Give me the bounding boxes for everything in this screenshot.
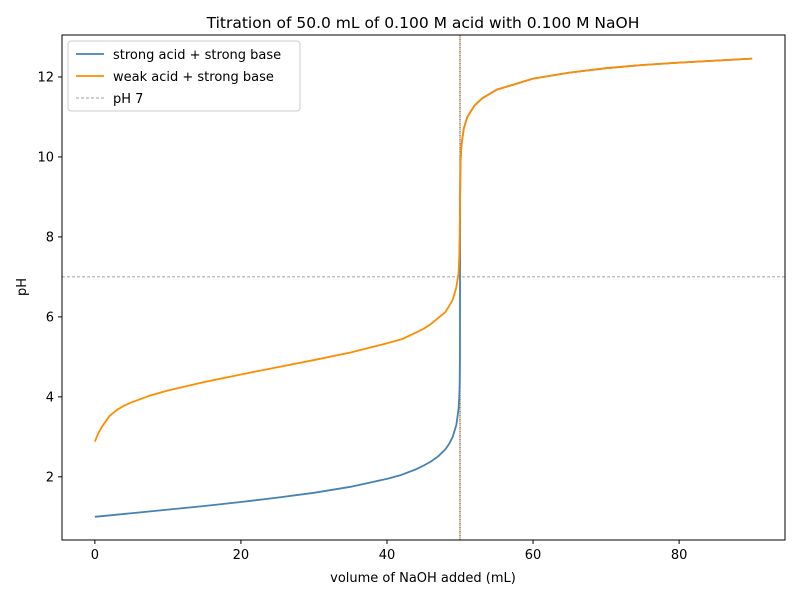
x-tick-label: 0 <box>91 548 99 563</box>
y-axis: 2 4 6 8 10 12 <box>37 70 62 485</box>
x-tick-label: 60 <box>525 548 542 563</box>
y-tick-label: 6 <box>46 310 54 325</box>
y-tick-label: 8 <box>46 230 54 245</box>
legend-label-strong: strong acid + strong base <box>113 48 281 63</box>
legend: strong acid + strong base weak acid + st… <box>67 40 301 112</box>
y-tick-label: 12 <box>37 70 54 85</box>
plot-frame <box>61 34 786 541</box>
legend-label-ph7: pH 7 <box>113 92 143 107</box>
legend-label-weak: weak acid + strong base <box>113 70 274 85</box>
y-axis-label: pH <box>15 278 30 296</box>
legend-box <box>67 40 301 112</box>
x-tick-label: 80 <box>671 548 688 563</box>
x-tick-label: 40 <box>379 548 396 563</box>
x-axis: 0 20 40 60 80 <box>91 540 688 563</box>
y-tick-label: 4 <box>46 390 54 405</box>
y-tick-label: 10 <box>37 150 54 165</box>
x-tick-label: 20 <box>233 548 250 563</box>
x-axis-label: volume of NaOH added (mL) <box>330 571 516 586</box>
chart-title: Titration of 50.0 mL of 0.100 M acid wit… <box>206 14 640 32</box>
y-tick-label: 2 <box>46 470 54 485</box>
weak-acid-curve <box>94 57 753 442</box>
plot-area <box>62 35 785 540</box>
